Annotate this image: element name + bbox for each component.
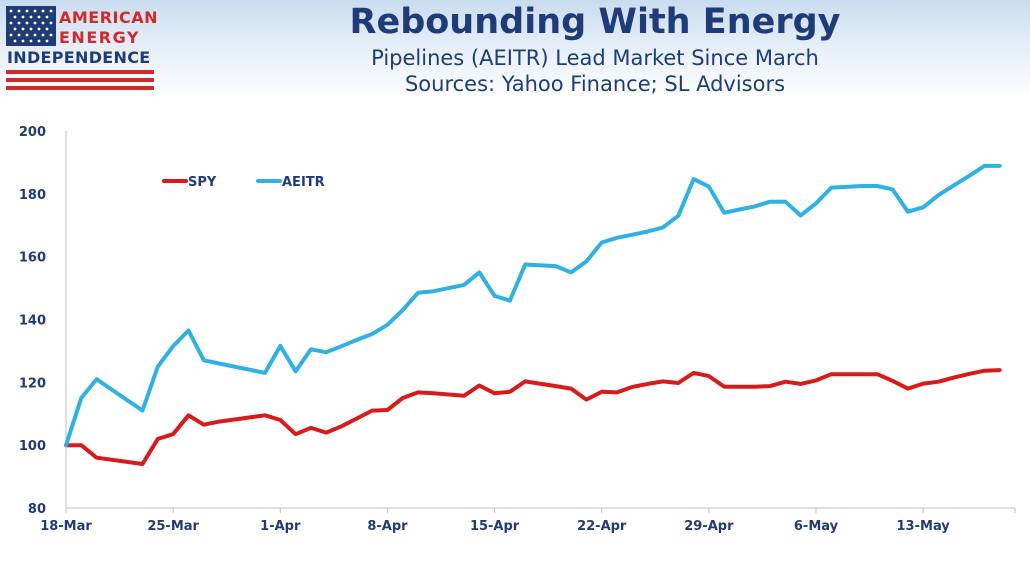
series-line-aeitr — [64, 163, 1002, 448]
y-tick-label: 180 — [19, 188, 46, 203]
legend: SPY AEITR — [162, 175, 325, 190]
x-tick-label: 18-Mar — [40, 519, 92, 534]
legend-label: SPY — [188, 175, 217, 190]
y-axis: 80 100 120 140 160 180 200 — [19, 125, 67, 517]
x-tick-label: 15-Apr — [470, 519, 520, 534]
legend-label: AEITR — [282, 175, 325, 190]
x-tick-label: 6-May — [794, 519, 839, 534]
x-tick-label: 29-Apr — [684, 519, 734, 534]
legend-item-spy: SPY — [162, 175, 217, 190]
y-tick-label: 200 — [19, 125, 46, 140]
chart-header: AMERICAN ENERGY INDEPENDENCE Rebounding … — [0, 0, 1030, 100]
x-tick-label: 1-Apr — [260, 519, 301, 534]
logo-text-american: AMERICAN — [59, 8, 159, 27]
x-tick-label: 8-Apr — [367, 519, 408, 534]
logo-stripe — [6, 86, 154, 90]
chart-subtitle: Pipelines (AEITR) Lead Market Since Marc… — [371, 46, 819, 70]
series-layer — [64, 163, 1002, 466]
y-tick-label: 160 — [19, 251, 46, 266]
series-line-spy — [64, 368, 1002, 466]
chart-source: Sources: Yahoo Finance; SL Advisors — [404, 72, 786, 96]
logo-text-energy: ENERGY — [59, 28, 140, 47]
logo-stripe — [6, 70, 154, 74]
y-tick-label: 120 — [19, 376, 46, 391]
x-axis: 18-Mar 25-Mar 1-Apr 8-Apr 15-Apr 22-Apr 29-Apr… — [40, 507, 1016, 534]
x-tick-label: 25-Mar — [147, 519, 199, 534]
logo-stripe — [6, 78, 154, 82]
x-tick-label: 13-May — [897, 519, 951, 534]
chart-title: Rebounding With Energy — [349, 2, 841, 42]
y-tick-label: 80 — [28, 502, 46, 517]
y-tick-label: 100 — [19, 439, 46, 454]
legend-item-aeitr: AEITR — [256, 175, 325, 190]
us-flag-icon — [6, 6, 56, 46]
aei-logo: AMERICAN ENERGY INDEPENDENCE — [4, 4, 158, 98]
y-tick-label: 140 — [19, 314, 46, 329]
x-tick-label: 22-Apr — [577, 519, 627, 534]
logo-text-independence: INDEPENDENCE — [7, 48, 151, 67]
